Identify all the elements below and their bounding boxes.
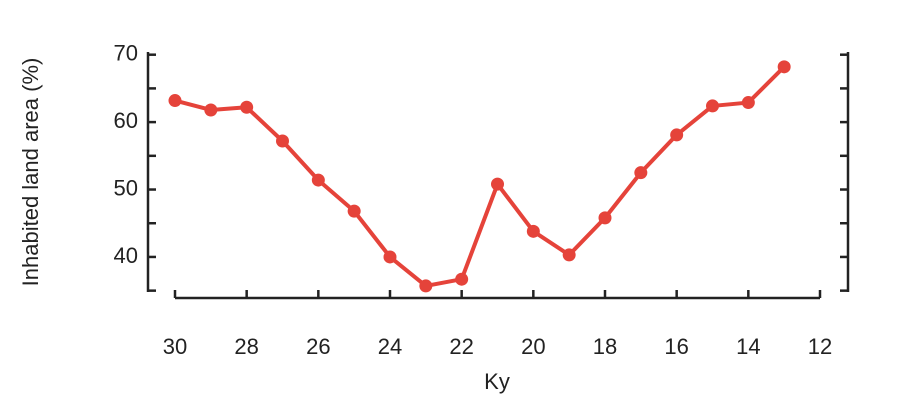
y-axis-label: Inhabited land area (%) [18,58,43,287]
x-tick-label: 22 [449,334,473,359]
x-axis-label: Ky [484,369,510,394]
x-tick-label: 24 [378,334,402,359]
x-tick-label: 16 [664,334,688,359]
point [455,272,469,286]
point [526,224,540,238]
point [276,134,289,148]
point [240,100,254,114]
x-tick-label: 12 [808,334,832,359]
point [347,204,361,218]
point [168,94,182,108]
point [491,177,504,191]
point [777,60,791,74]
point [741,96,755,110]
point [419,279,433,293]
x-tick-label: 20 [521,334,545,359]
point [562,248,576,262]
y-tick-label: 40 [114,243,138,268]
x-tick-label: 28 [234,334,258,359]
y-tick-label: 60 [114,108,138,133]
point [204,103,218,117]
point [634,166,648,180]
point [706,99,719,113]
x-tick-label: 30 [163,334,187,359]
point [670,128,684,142]
point [311,173,325,187]
x-tick-label: 18 [593,334,617,359]
x-tick-label: 14 [736,334,760,359]
point [598,211,612,225]
x-tick-label: 26 [306,334,330,359]
y-tick-label: 70 [114,41,138,66]
y-tick-label: 50 [114,175,138,200]
point [383,250,397,264]
line [174,65,786,288]
